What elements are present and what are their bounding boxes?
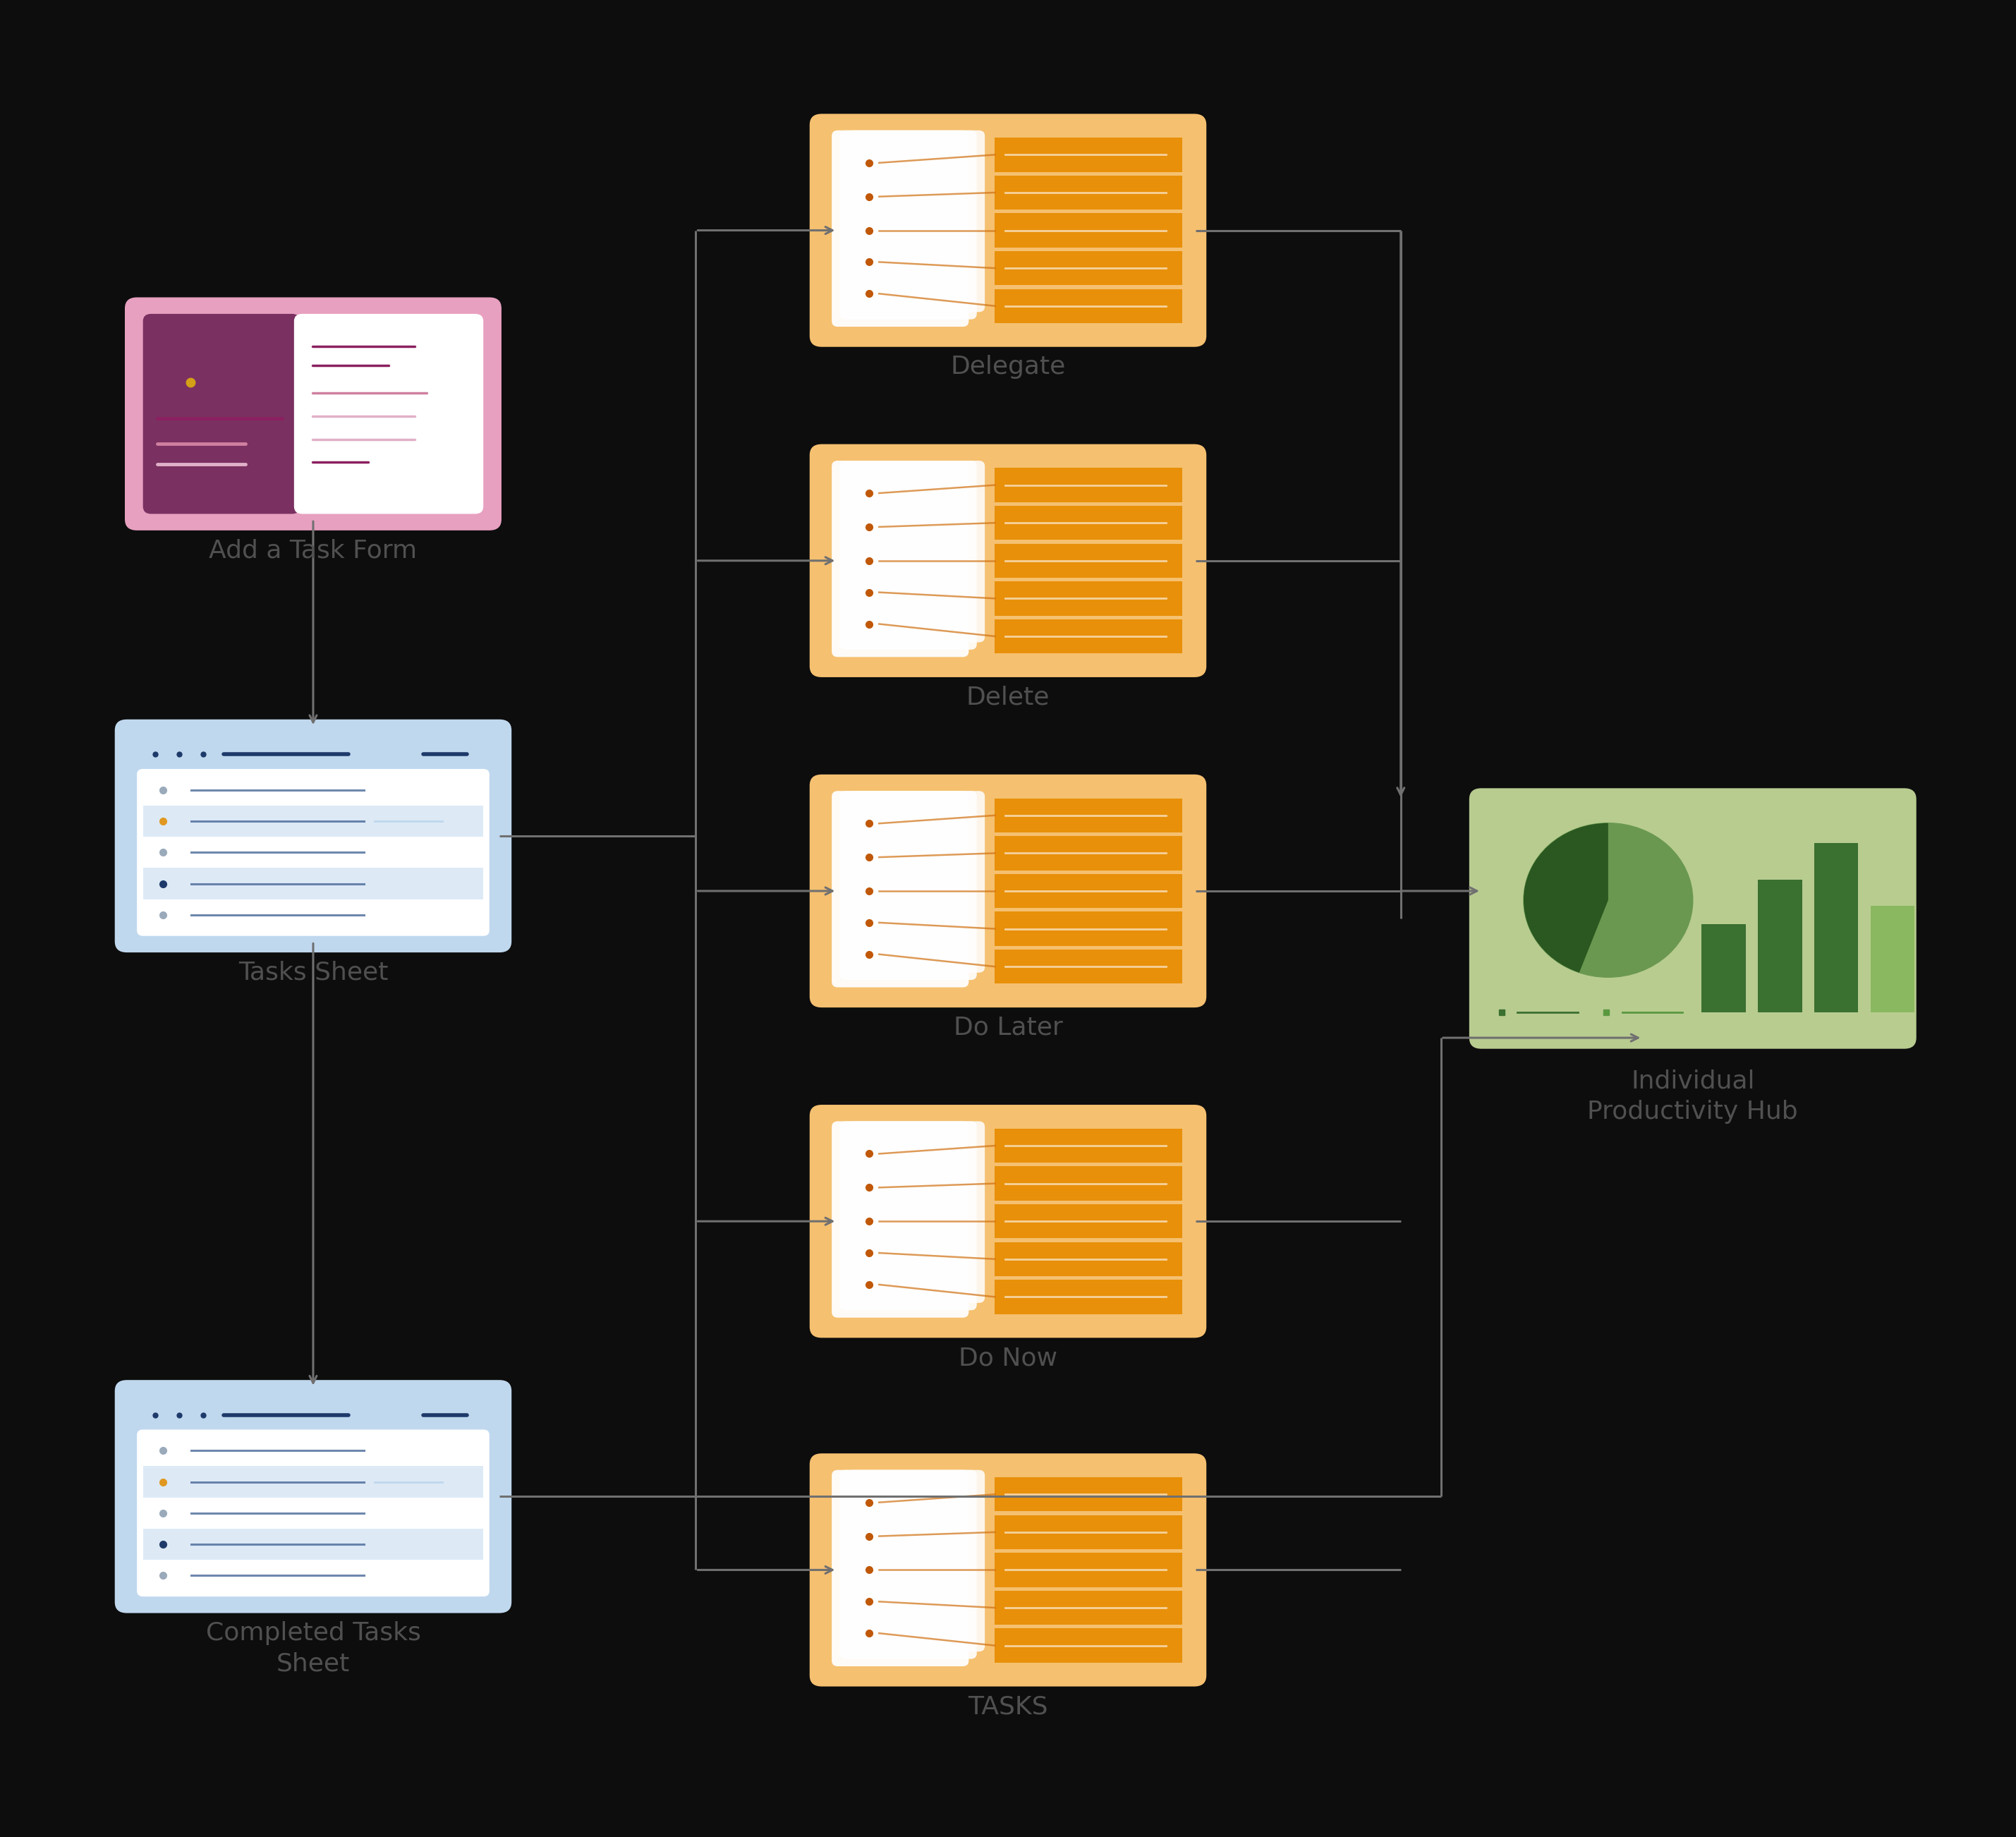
FancyBboxPatch shape (143, 314, 300, 514)
Bar (996, 176, 1181, 209)
Bar (143, 1466, 484, 1497)
FancyBboxPatch shape (810, 1104, 1206, 1337)
FancyBboxPatch shape (833, 792, 970, 986)
Bar (1758, 880, 1802, 1012)
FancyBboxPatch shape (849, 792, 986, 972)
Text: Completed Tasks
Sheet: Completed Tasks Sheet (206, 1622, 421, 1675)
Bar (996, 799, 1181, 832)
Bar (996, 911, 1181, 946)
FancyBboxPatch shape (841, 130, 978, 320)
Bar (996, 1591, 1181, 1624)
Bar (996, 1242, 1181, 1277)
Bar (1702, 924, 1746, 1012)
Bar (996, 580, 1181, 615)
Bar (996, 1166, 1181, 1201)
Bar (996, 874, 1181, 907)
Bar (996, 213, 1181, 248)
Bar (996, 544, 1181, 577)
Bar (1814, 843, 1859, 1012)
FancyBboxPatch shape (849, 1470, 986, 1651)
FancyBboxPatch shape (833, 130, 970, 327)
Bar (143, 869, 484, 900)
FancyBboxPatch shape (841, 1470, 978, 1659)
Bar (996, 1628, 1181, 1662)
Text: TASKS: TASKS (968, 1696, 1048, 1719)
FancyBboxPatch shape (833, 1121, 970, 1317)
Wedge shape (1524, 823, 1609, 972)
FancyBboxPatch shape (115, 720, 512, 952)
Text: Delegate: Delegate (950, 355, 1066, 378)
Bar (143, 1528, 484, 1560)
Bar (996, 1477, 1181, 1512)
FancyBboxPatch shape (841, 461, 978, 650)
Bar (996, 1205, 1181, 1238)
Text: Do Now: Do Now (960, 1347, 1056, 1370)
FancyBboxPatch shape (137, 1429, 490, 1596)
FancyBboxPatch shape (294, 314, 484, 514)
FancyBboxPatch shape (1470, 788, 1917, 1049)
FancyBboxPatch shape (810, 1453, 1206, 1686)
Bar (996, 1128, 1181, 1163)
Bar (996, 252, 1181, 285)
FancyBboxPatch shape (810, 445, 1206, 678)
FancyBboxPatch shape (833, 461, 970, 658)
Text: Delete: Delete (966, 685, 1050, 709)
Bar (996, 468, 1181, 502)
FancyBboxPatch shape (841, 1121, 978, 1310)
FancyBboxPatch shape (849, 1121, 986, 1302)
FancyBboxPatch shape (841, 792, 978, 979)
FancyBboxPatch shape (137, 770, 490, 935)
FancyBboxPatch shape (115, 1380, 512, 1613)
Bar (996, 138, 1181, 173)
FancyBboxPatch shape (833, 1470, 970, 1666)
FancyBboxPatch shape (849, 461, 986, 643)
Bar (996, 836, 1181, 871)
Bar (996, 950, 1181, 983)
FancyBboxPatch shape (849, 130, 986, 312)
Bar (996, 1280, 1181, 1313)
Bar (143, 806, 484, 838)
Text: Individual
Productivity Hub: Individual Productivity Hub (1587, 1069, 1798, 1124)
Text: Do Later: Do Later (954, 1016, 1062, 1040)
Bar (996, 1516, 1181, 1549)
FancyBboxPatch shape (810, 775, 1206, 1007)
Bar (996, 288, 1181, 323)
Text: Tasks Sheet: Tasks Sheet (238, 961, 387, 985)
FancyBboxPatch shape (810, 114, 1206, 347)
Bar (996, 505, 1181, 540)
Bar (996, 1552, 1181, 1587)
Circle shape (1524, 823, 1693, 977)
Bar (1871, 906, 1915, 1012)
FancyBboxPatch shape (125, 298, 502, 531)
Bar (996, 619, 1181, 654)
Text: Add a Task Form: Add a Task Form (210, 538, 417, 562)
